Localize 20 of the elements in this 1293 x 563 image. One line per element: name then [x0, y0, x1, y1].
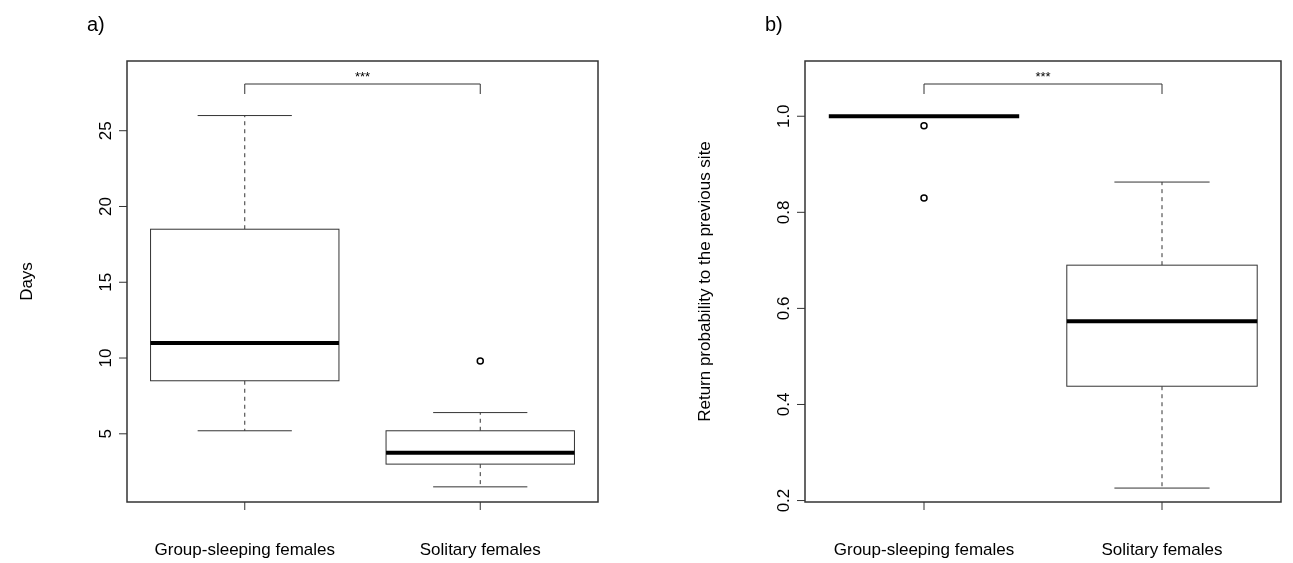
y-tick-label: 0.2: [774, 488, 793, 513]
annotation: ***: [354, 69, 371, 84]
x-tick-label: Group-sleeping females: [833, 540, 1015, 559]
chart-title: a): [87, 13, 105, 35]
y-tick-label: 5: [96, 429, 115, 439]
y-axis-title: Return probability to the previous site: [695, 141, 714, 422]
x-tick-label: Solitary females: [419, 540, 541, 559]
y-tick-label: 0.8: [774, 200, 793, 225]
y-tick-label: 0.6: [774, 296, 793, 321]
y-axis-title: Days: [17, 262, 36, 301]
annotation: ***: [1035, 69, 1051, 84]
chart-title: b): [765, 13, 783, 35]
y-tick-label: 20: [96, 197, 115, 216]
x-tick-label: Group-sleeping females: [154, 540, 335, 559]
y-tick-label: 0.4: [774, 392, 793, 417]
y-tick-label: 10: [96, 348, 115, 368]
y-tick-label: 25: [96, 121, 115, 141]
y-tick-label: 1.0: [774, 104, 793, 129]
y-tick-label: 15: [96, 272, 115, 292]
x-tick-label: Solitary females: [1101, 540, 1223, 559]
